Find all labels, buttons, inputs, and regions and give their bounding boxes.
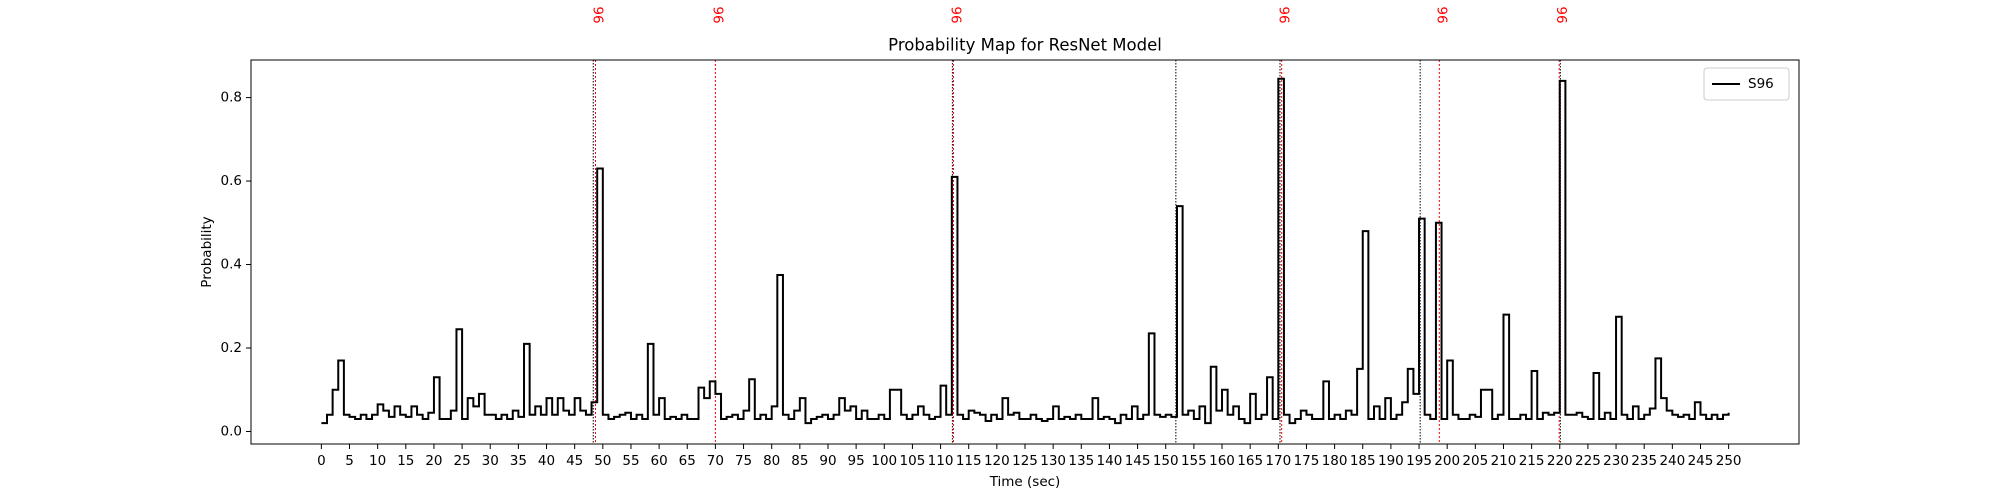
y-tick-label: 0.4	[221, 257, 242, 273]
x-tick-label: 45	[566, 453, 583, 469]
legend-label: S96	[1748, 76, 1774, 92]
x-tick-label: 155	[1181, 453, 1207, 469]
x-tick-label: 200	[1434, 453, 1460, 469]
x-tick-label: 25	[453, 453, 470, 469]
x-tick-label: 5	[345, 453, 354, 469]
event-label: 96	[711, 6, 727, 23]
x-tick-label: 220	[1547, 453, 1573, 469]
x-tick-label: 140	[1097, 453, 1123, 469]
legend-box	[1703, 67, 1790, 101]
x-tick-label: 180	[1322, 453, 1348, 469]
x-tick-label: 65	[679, 453, 696, 469]
x-tick-label: 125	[1012, 453, 1038, 469]
event-label: 96	[1278, 6, 1294, 23]
x-tick-label: 210	[1491, 453, 1517, 469]
x-tick-label: 50	[594, 453, 611, 469]
x-tick-label: 160	[1209, 453, 1235, 469]
x-tick-label: 165	[1237, 453, 1263, 469]
x-tick-label: 130	[1040, 453, 1066, 469]
x-tick-label: 40	[538, 453, 555, 469]
x-tick-label: 10	[369, 453, 386, 469]
x-tick-label: 85	[791, 453, 808, 469]
y-tick-label: 0.0	[221, 423, 242, 439]
x-tick-label: 135	[1068, 453, 1094, 469]
x-tick-label: 70	[707, 453, 724, 469]
x-tick-label: 20	[425, 453, 442, 469]
x-tick-label: 185	[1350, 453, 1376, 469]
data-line	[321, 77, 1730, 425]
x-axis-label: Time (sec)	[989, 474, 1061, 490]
x-tick-label: 245	[1688, 453, 1714, 469]
x-tick-label: 100	[871, 453, 897, 469]
x-tick-label: 145	[1125, 453, 1151, 469]
x-tick-label: 110	[928, 453, 954, 469]
x-tick-label: 80	[763, 453, 780, 469]
x-tick-label: 30	[482, 453, 499, 469]
x-tick-label: 230	[1603, 453, 1629, 469]
x-tick-label: 215	[1519, 453, 1545, 469]
x-tick-label: 55	[622, 453, 639, 469]
y-tick-label: 0.8	[221, 90, 242, 106]
x-tick-label: 95	[848, 453, 865, 469]
y-tick-label: 0.6	[221, 173, 242, 189]
x-tick-label: 240	[1659, 453, 1685, 469]
x-tick-label: 190	[1378, 453, 1404, 469]
x-tick-label: 75	[735, 453, 752, 469]
x-tick-label: 250	[1716, 453, 1742, 469]
x-tick-label: 225	[1575, 453, 1601, 469]
y-axis-label: Probability	[199, 216, 215, 287]
x-tick-label: 150	[1153, 453, 1179, 469]
x-tick-label: 0	[317, 453, 326, 469]
x-tick-label: 115	[956, 453, 982, 469]
y-tick-label: 0.2	[221, 340, 242, 356]
x-tick-label: 35	[510, 453, 527, 469]
x-tick-label: 205	[1462, 453, 1488, 469]
x-tick-label: 105	[900, 453, 926, 469]
plot-frame	[250, 59, 1800, 445]
x-tick-label: 15	[397, 453, 414, 469]
event-label: 96	[1435, 6, 1451, 23]
x-tick-label: 170	[1265, 453, 1291, 469]
x-tick-label: 235	[1631, 453, 1657, 469]
chart-title: Probability Map for ResNet Model	[888, 36, 1162, 55]
event-label: 96	[592, 6, 608, 23]
x-tick-label: 175	[1294, 453, 1320, 469]
x-tick-label: 60	[651, 453, 668, 469]
event-label: 96	[950, 6, 966, 23]
x-tick-label: 195	[1406, 453, 1432, 469]
x-tick-label: 120	[984, 453, 1010, 469]
x-tick-label: 90	[819, 453, 836, 469]
event-label: 96	[1555, 6, 1571, 23]
